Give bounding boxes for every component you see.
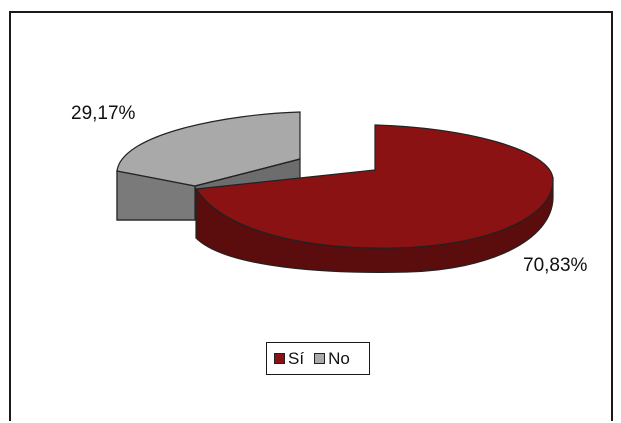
legend-label-no: No (328, 348, 350, 368)
legend-label-si: Sí (288, 348, 305, 368)
legend-item-no: No (314, 349, 350, 369)
pie-slice-si (194, 124, 554, 249)
legend-swatch-no (314, 353, 326, 364)
chart-legend: Sí No (266, 342, 370, 375)
data-label-no: 29,17% (71, 103, 136, 124)
legend-swatch-si (274, 353, 285, 364)
pie-slice-no (116, 111, 301, 187)
legend-item-si: Sí (274, 349, 304, 369)
data-label-si: 70,83% (523, 255, 588, 276)
